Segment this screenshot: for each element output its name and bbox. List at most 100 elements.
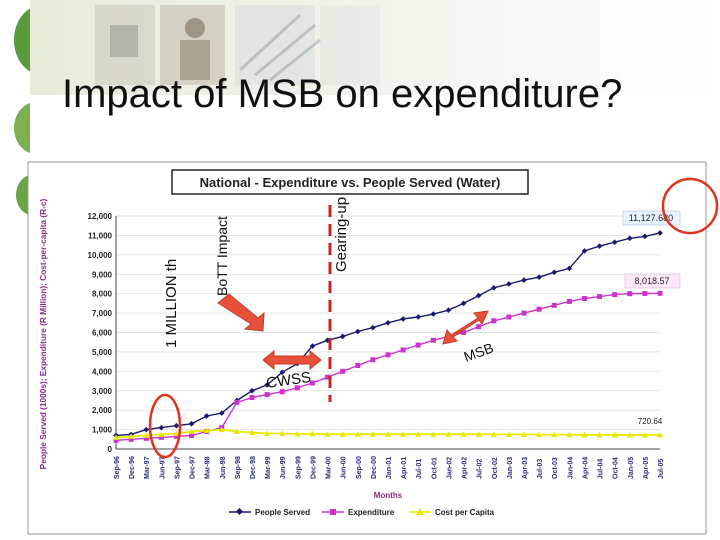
y-tick-label: 12,000 [88,212,113,221]
end-label-box [624,273,681,289]
data-point [309,380,315,386]
data-point [309,430,316,437]
data-point [657,230,663,236]
data-point [113,437,119,443]
data-point [369,431,376,437]
data-point [597,294,603,300]
data-point [461,330,467,335]
data-point [370,357,376,363]
x-tick-label: Jun-98 [220,456,227,479]
y-tick-label: 11,000 [88,231,113,240]
x-tick-label: Apr-03 [522,457,529,479]
end-label-box [622,210,681,226]
data-point [506,314,512,320]
data-point [143,435,149,441]
y-tick-label: 7,000 [92,309,113,318]
data-point [657,290,663,296]
data-point [490,285,497,291]
data-point [158,431,165,437]
x-tick-label: Dec-99 [310,456,317,479]
data-point [611,239,618,246]
data-point [385,319,391,326]
data-point [264,430,271,436]
data-point [581,248,588,254]
data-point [596,243,603,249]
data-point [355,363,361,369]
y-tick-label: 6,000 [92,329,113,338]
leaf-icon [14,8,30,72]
bott-arrow [217,293,265,332]
x-tick-label: Dec-00 [371,456,378,479]
data-point [218,410,225,416]
y-tick-label: 10,000 [88,251,113,260]
data-point [521,277,527,283]
x-tick-label: Sep-98 [235,456,242,479]
y-tick-label: 0 [108,445,113,454]
data-point [128,436,134,442]
x-axis-title: Months [374,491,403,500]
data-point [234,399,240,405]
y-tick-label: 2,000 [92,406,113,415]
y-tick-label: 3,000 [92,387,113,396]
data-point [294,430,301,437]
data-point [188,428,195,435]
data-point [264,392,270,398]
x-tick-label: Jan-05 [628,457,635,479]
data-point [566,265,573,272]
x-tick-label: Sep-97 [174,456,181,479]
data-point [279,369,286,376]
data-point [385,352,391,358]
leaf-icon [16,175,30,215]
data-point [460,300,467,307]
y-tick-label: 9,000 [92,270,113,279]
y-tick-label: 4,000 [92,367,113,376]
data-point [233,428,240,435]
data-point [566,431,573,438]
data-point [339,333,346,340]
data-point [203,413,210,419]
x-tick-label: Apr-02 [462,457,469,479]
data-point [173,430,180,436]
y-axis-title: People Served (1000s); Expenditure (R Mi… [38,198,48,469]
label-bott-impact: BoTT Impact [214,216,230,296]
leaf-icon [14,102,30,154]
data-point [188,420,195,427]
x-tick-label: Apr-05 [643,457,650,479]
data-point [354,431,361,437]
x-tick-label: Oct-04 [613,457,620,479]
data-point [551,302,557,308]
y-tick-label: 1,000 [92,426,113,435]
series-layer [113,230,663,443]
data-point [339,431,346,437]
x-tick-label: Jun-00 [341,456,348,479]
data-point [415,431,422,437]
legend-expenditure: Expenditure [348,508,395,517]
x-tick-label: Jan-02 [446,457,453,479]
data-point [626,432,633,438]
data-point [264,382,270,388]
x-tick-label: Jul-05 [658,459,665,479]
highlight-circle-start [148,393,182,459]
data-point [641,432,648,438]
legend: People Served Expenditure Cost per Capit… [229,507,495,517]
data-point [279,430,286,436]
data-point [626,235,633,242]
data-point [158,424,165,431]
cwss-arrow [262,349,322,371]
data-point [325,374,331,380]
data-point [143,426,150,433]
x-tick-label: Oct-03 [552,457,559,479]
data-point [476,324,482,330]
data-point [400,316,406,322]
y-tick-label: 5,000 [92,348,113,357]
data-point [324,431,331,437]
x-tick-label: Jan-01 [386,457,393,479]
x-tick-label: Jun-99 [280,456,287,479]
data-point [173,422,180,429]
data-point [249,387,255,394]
y-axis: 0 1,000 2,000 3,000 4,000 5,000 6,000 7,000 8,00… [88,212,117,454]
data-point [415,314,422,320]
data-point [657,432,663,438]
data-point [385,431,391,437]
